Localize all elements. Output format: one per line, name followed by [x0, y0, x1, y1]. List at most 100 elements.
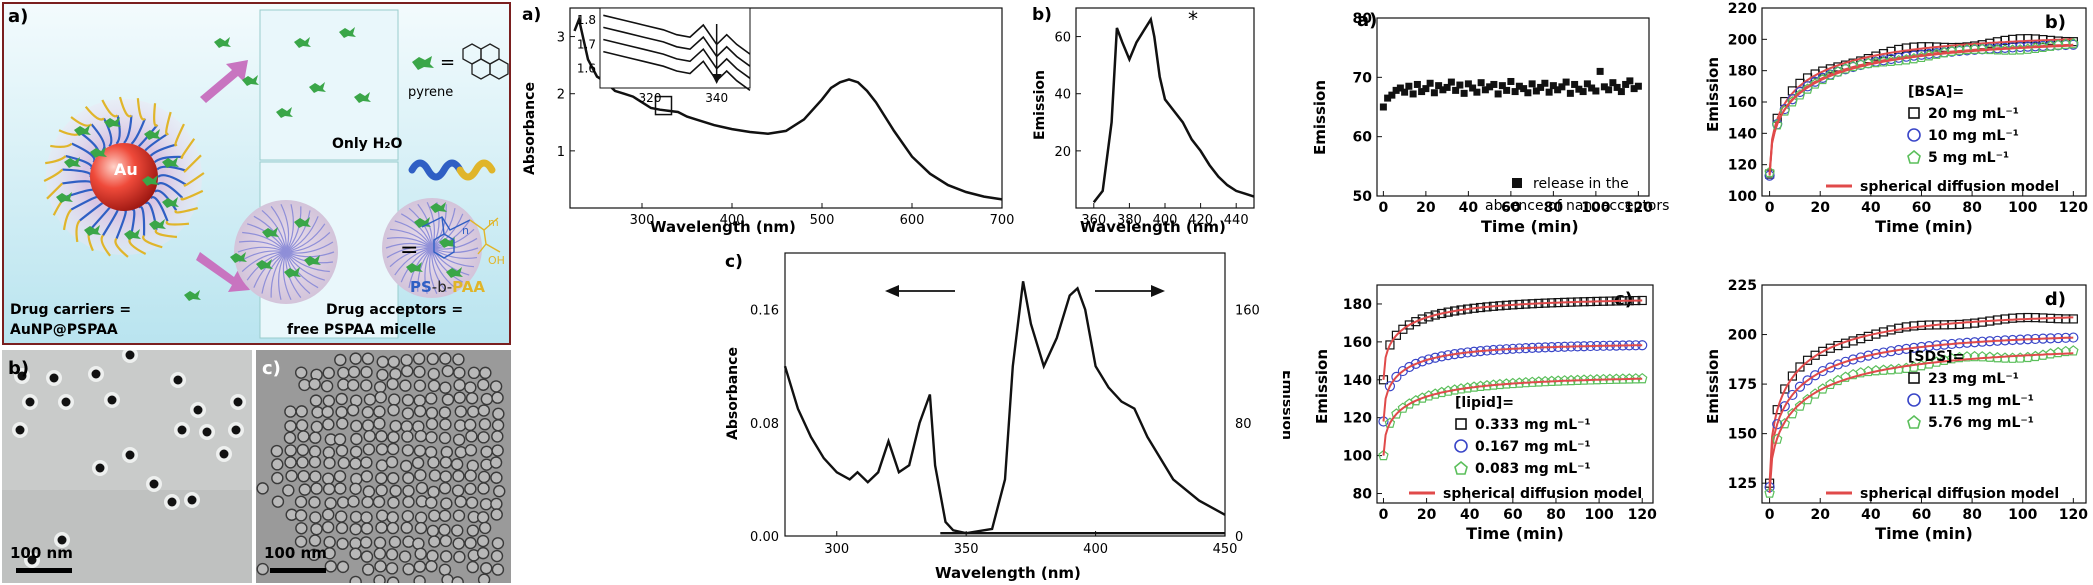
micelle-particle — [363, 393, 377, 406]
micelle-strand — [431, 247, 475, 268]
tem-b-scale-bar — [16, 568, 72, 573]
release-a-data-point — [1571, 80, 1579, 88]
micelle-particle — [322, 446, 336, 459]
polymer-strand-paa — [180, 138, 196, 159]
pyrene-molecule-icon — [214, 37, 231, 48]
micelle-particle — [476, 511, 490, 524]
release_d-data-point — [2061, 314, 2071, 324]
micelle-particle — [298, 378, 311, 392]
micelle-strand — [280, 204, 290, 253]
release_c-x-tick-label: 20 — [1417, 507, 1437, 523]
release_c-data-point — [1572, 374, 1583, 385]
micelle-particle — [349, 522, 362, 536]
inset-x-tick-label: 320 — [639, 91, 662, 105]
nanoparticle-core — [27, 555, 37, 565]
release_c-legend-label: 0.083 mg mL⁻¹ — [1475, 461, 1591, 477]
micelle-particle — [425, 406, 439, 420]
release_c-data-point — [1384, 381, 1396, 392]
micelle-particle — [321, 508, 335, 521]
polymer-equals: = — [400, 238, 418, 263]
release_b-x-tick-label: 100 — [2008, 200, 2037, 216]
polymer-name-b: -b- — [432, 278, 452, 296]
pyrene-label: pyrene — [408, 85, 453, 100]
micelle-particle — [334, 510, 348, 523]
micelle-particle — [464, 536, 477, 550]
micelle-particle — [427, 456, 440, 469]
release-a-data-point — [1388, 91, 1396, 99]
micelle-particle — [413, 574, 426, 583]
micelle-particle — [491, 419, 505, 432]
micelle-particle — [295, 419, 309, 432]
release_c-data-point — [1417, 314, 1427, 324]
micelle-strand — [242, 231, 287, 253]
release-a-data-point — [1528, 80, 1536, 88]
polymer-acid-chain-icon — [456, 159, 496, 181]
release-a-x-tick-label: 100 — [1581, 200, 1610, 216]
micelle-particle — [360, 365, 373, 379]
release_c-data-point — [1546, 375, 1557, 386]
micelle-particle — [491, 563, 505, 576]
micelle-particle — [477, 378, 490, 391]
release_b-x-tick-label: 40 — [1861, 200, 1881, 216]
release_b-y-tick-label: 100 — [1728, 189, 1757, 205]
release-a-x-tick-label: 60 — [1501, 200, 1521, 216]
micelle-particle — [466, 524, 480, 537]
release-a-data-point — [1558, 83, 1566, 91]
release-a-plot-frame — [1376, 17, 1650, 197]
combined-panel-label: c) — [725, 252, 743, 272]
release-a-legend-marker — [1512, 178, 1522, 188]
release_d-y-tick-label: 225 — [1728, 278, 1757, 294]
micelle-particle — [334, 353, 347, 367]
micelle-particle — [439, 470, 452, 483]
combined-x-tick-label: 350 — [954, 542, 979, 557]
polymer-chain-icon — [408, 159, 464, 181]
release_d-y-tick-label: 175 — [1728, 377, 1757, 393]
micelle-particle — [424, 445, 438, 459]
micelle-strand — [270, 251, 287, 298]
micelle-particle — [439, 534, 453, 548]
micelle-particle — [401, 444, 415, 457]
micelle-strand — [285, 223, 326, 253]
micelle-particle — [490, 508, 503, 521]
release_b-x-tick-label: 20 — [1810, 200, 1830, 216]
emission-x-tick-label: 400 — [1153, 213, 1178, 228]
release_b-x-tick-label: 80 — [1962, 200, 1982, 216]
micelle-strand — [431, 208, 456, 249]
nanoparticle-core — [167, 497, 177, 507]
tem-image-b: b) 100 nm — [2, 350, 252, 583]
micelle-particle — [480, 392, 494, 406]
micelle-particle — [389, 484, 402, 498]
micelle-particle — [270, 444, 284, 458]
micelle-particle — [427, 367, 440, 381]
polymer-strand-paa — [174, 207, 199, 214]
micelle-particle — [349, 352, 362, 365]
polymer-strand-ps — [157, 174, 187, 186]
inset-x-tick-label: 340 — [705, 91, 728, 105]
combined-y-right-tick-label: 80 — [1235, 417, 1252, 432]
release_b-legend-label: 10 mg mL⁻¹ — [1928, 128, 2019, 144]
release_c-y-tick-label: 160 — [1343, 335, 1372, 351]
release_b-model-fit-line — [1768, 43, 2074, 176]
emission-x-tick-label: 440 — [1224, 213, 1249, 228]
release_c-data-point — [1624, 373, 1635, 384]
release_c-data-point — [1578, 374, 1590, 385]
micelle-particle — [297, 469, 310, 483]
release-a-data-point — [1392, 86, 1400, 94]
pyrene-structure-icon — [462, 43, 509, 80]
micelle-particle — [464, 381, 477, 394]
release_d-x-tick-label: 20 — [1810, 507, 1830, 523]
micelle-particle — [439, 456, 453, 469]
release_b-data-point — [2068, 37, 2079, 49]
release_d-data-point — [1832, 359, 1844, 370]
release_c-data-point — [1514, 377, 1525, 388]
release_b-xlabel: Time (min) — [1875, 217, 1973, 236]
micelle-strand — [285, 206, 302, 253]
release_c-data-point — [1611, 373, 1622, 384]
polymer-strand-ps — [153, 155, 183, 164]
gold-core-label: Au — [114, 160, 138, 179]
release-a-data-point — [1617, 88, 1625, 96]
release_c-data-point — [1540, 375, 1551, 387]
release-a-data-point — [1413, 80, 1421, 88]
micelle-particle — [271, 458, 284, 471]
micelle-particle — [308, 377, 321, 391]
